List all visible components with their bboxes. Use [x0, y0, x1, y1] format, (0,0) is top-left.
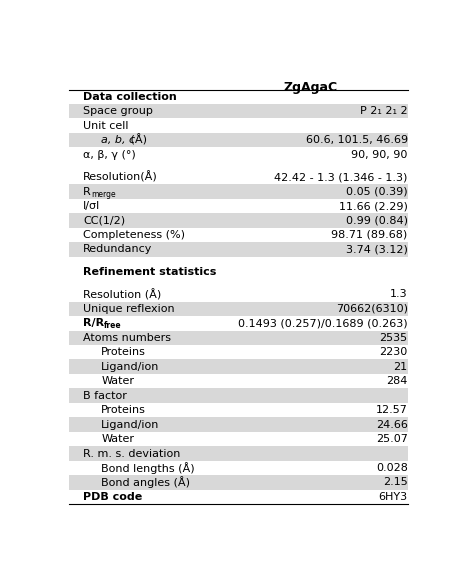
Text: Proteins: Proteins [101, 405, 146, 415]
Text: B factor: B factor [83, 391, 127, 401]
Bar [69, 242, 408, 256]
Text: I/σI: I/σI [83, 201, 100, 211]
Text: Resolution (Å): Resolution (Å) [83, 288, 162, 300]
Text: Redundancy: Redundancy [83, 244, 153, 254]
Bar [69, 360, 408, 374]
Text: α, β, γ (°): α, β, γ (°) [83, 149, 136, 160]
Bar [69, 302, 408, 316]
Text: Atoms numbers: Atoms numbers [83, 333, 171, 343]
Text: Resolution(Å): Resolution(Å) [83, 171, 158, 183]
Text: Water: Water [101, 434, 134, 444]
Text: Ligand/ion: Ligand/ion [101, 420, 160, 430]
Text: ZgAgaC: ZgAgaC [283, 80, 338, 94]
Text: Unit cell: Unit cell [83, 121, 129, 131]
Text: 60.6, 101.5, 46.69: 60.6, 101.5, 46.69 [306, 135, 408, 145]
Text: Proteins: Proteins [101, 347, 146, 357]
Text: CC(1/2): CC(1/2) [83, 215, 126, 225]
Text: Data collection: Data collection [83, 92, 177, 102]
Text: 98.71 (89.68): 98.71 (89.68) [332, 230, 408, 240]
Text: 70662(6310): 70662(6310) [336, 304, 408, 314]
Text: 42.42 - 1.3 (1.346 - 1.3): 42.42 - 1.3 (1.346 - 1.3) [274, 172, 408, 182]
Text: a, b, c: a, b, c [101, 135, 135, 145]
Text: 2.15: 2.15 [383, 478, 408, 488]
Text: merge: merge [91, 190, 116, 199]
Bar [69, 446, 408, 461]
Text: 6HY3: 6HY3 [379, 492, 408, 502]
Text: 90, 90, 90: 90, 90, 90 [352, 149, 408, 160]
Text: Bond lengths (Å): Bond lengths (Å) [101, 462, 195, 474]
Text: Unique reflexion: Unique reflexion [83, 304, 175, 314]
Bar [69, 417, 408, 432]
Text: 2535: 2535 [379, 333, 408, 343]
Text: PDB code: PDB code [83, 492, 143, 502]
Text: free: free [104, 321, 121, 331]
Bar [69, 133, 408, 148]
Text: Refinement statistics: Refinement statistics [83, 267, 217, 277]
Bar [69, 104, 408, 119]
Bar [69, 475, 408, 490]
Bar [69, 184, 408, 199]
Text: 21: 21 [393, 362, 408, 372]
Bar [69, 389, 408, 403]
Text: 11.66 (2.29): 11.66 (2.29) [339, 201, 408, 211]
Bar [69, 331, 408, 345]
Text: 0.028: 0.028 [376, 463, 408, 473]
Text: R. m. s. deviation: R. m. s. deviation [83, 449, 181, 459]
Text: 24.66: 24.66 [376, 420, 408, 430]
Text: Space group: Space group [83, 107, 153, 116]
Text: 1.3: 1.3 [390, 290, 408, 299]
Text: 0.05 (0.39): 0.05 (0.39) [346, 186, 408, 196]
Text: P 2₁ 2₁ 2: P 2₁ 2₁ 2 [360, 107, 408, 116]
Text: 12.57: 12.57 [376, 405, 408, 415]
Text: 2230: 2230 [379, 347, 408, 357]
Text: 284: 284 [386, 376, 408, 386]
Text: 25.07: 25.07 [376, 434, 408, 444]
Text: Bond angles (Å): Bond angles (Å) [101, 477, 190, 489]
Bar [69, 213, 408, 228]
Text: 0.99 (0.84): 0.99 (0.84) [345, 215, 408, 225]
Text: Ligand/ion: Ligand/ion [101, 362, 160, 372]
Text: Water: Water [101, 376, 134, 386]
Text: (Å): (Å) [127, 134, 147, 146]
Text: Completeness (%): Completeness (%) [83, 230, 186, 240]
Text: R: R [83, 186, 91, 196]
Text: 0.1493 (0.257)/0.1689 (0.263): 0.1493 (0.257)/0.1689 (0.263) [238, 318, 408, 328]
Text: 3.74 (3.12): 3.74 (3.12) [346, 244, 408, 254]
Text: R/R: R/R [83, 318, 105, 328]
